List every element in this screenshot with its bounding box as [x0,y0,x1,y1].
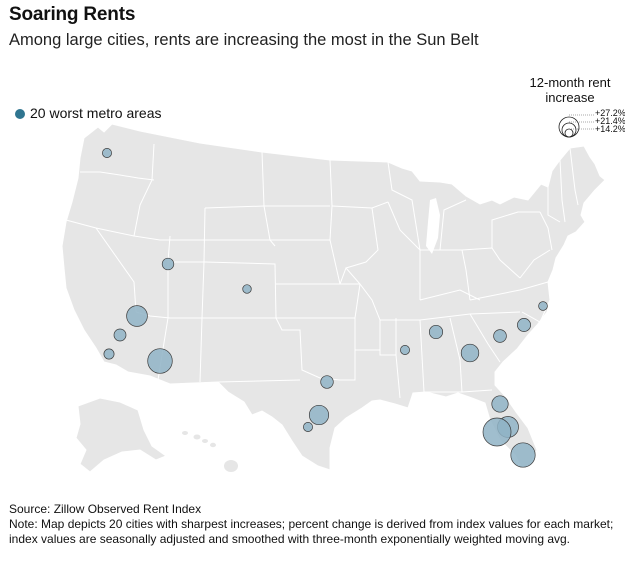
metro-charlotte [493,329,507,343]
metro-san-diego [103,348,115,360]
metro-san-antonio [303,422,313,432]
metro-bubbles [102,148,548,468]
metro-dallas [320,375,334,389]
legend-dot [15,109,25,119]
contiguous-us-landmass [61,123,606,471]
map-subtitle: Among large cities, rents are increasing… [9,31,479,49]
source-note: Source: Zillow Observed Rent Index [9,502,202,516]
size-legend-label-medium: +21.4% [595,116,625,126]
size-legend-label-large: +27.2% [595,108,625,118]
metro-miami [510,442,536,468]
metro-atlanta [460,343,480,363]
metro-austin [308,404,330,426]
size-legend-label-small: +14.2% [595,124,625,134]
alaska-landmass [75,397,168,473]
hawaii-islands [182,431,238,472]
size-legend-title-line1: 12-month rent [529,75,611,90]
size-legend-circle-medium [561,122,577,138]
size-legend-circle-small [564,128,574,138]
size-legend-title-line2: increase [545,90,595,105]
metro-salt-lake-city [161,257,175,271]
map-title: Soaring Rents [9,4,136,25]
size-legend-title: 12-month rent increase [515,75,625,105]
metro-riverside [113,328,127,342]
metro-virginia-beach [538,301,548,311]
legend-label: 20 worst metro areas [30,105,162,121]
size-legend-circle-large [558,116,580,138]
method-note: Note: Map depicts 20 cities with sharpes… [9,517,614,546]
metro-denver [242,284,252,294]
land-layer [61,123,606,473]
metro-seattle [102,148,112,158]
metro-las-vegas [126,305,148,327]
metro-raleigh [517,318,531,332]
lake-michigan [426,198,440,254]
metro-memphis [400,345,410,355]
metro-nashville [428,324,444,340]
metro-phoenix [147,348,173,374]
metro-jacksonville [491,395,509,413]
footer: Source: Zillow Observed Rent Index Note:… [9,502,619,547]
state-borders [65,143,579,399]
metro-tampa [482,417,512,447]
size-legend [558,114,594,138]
